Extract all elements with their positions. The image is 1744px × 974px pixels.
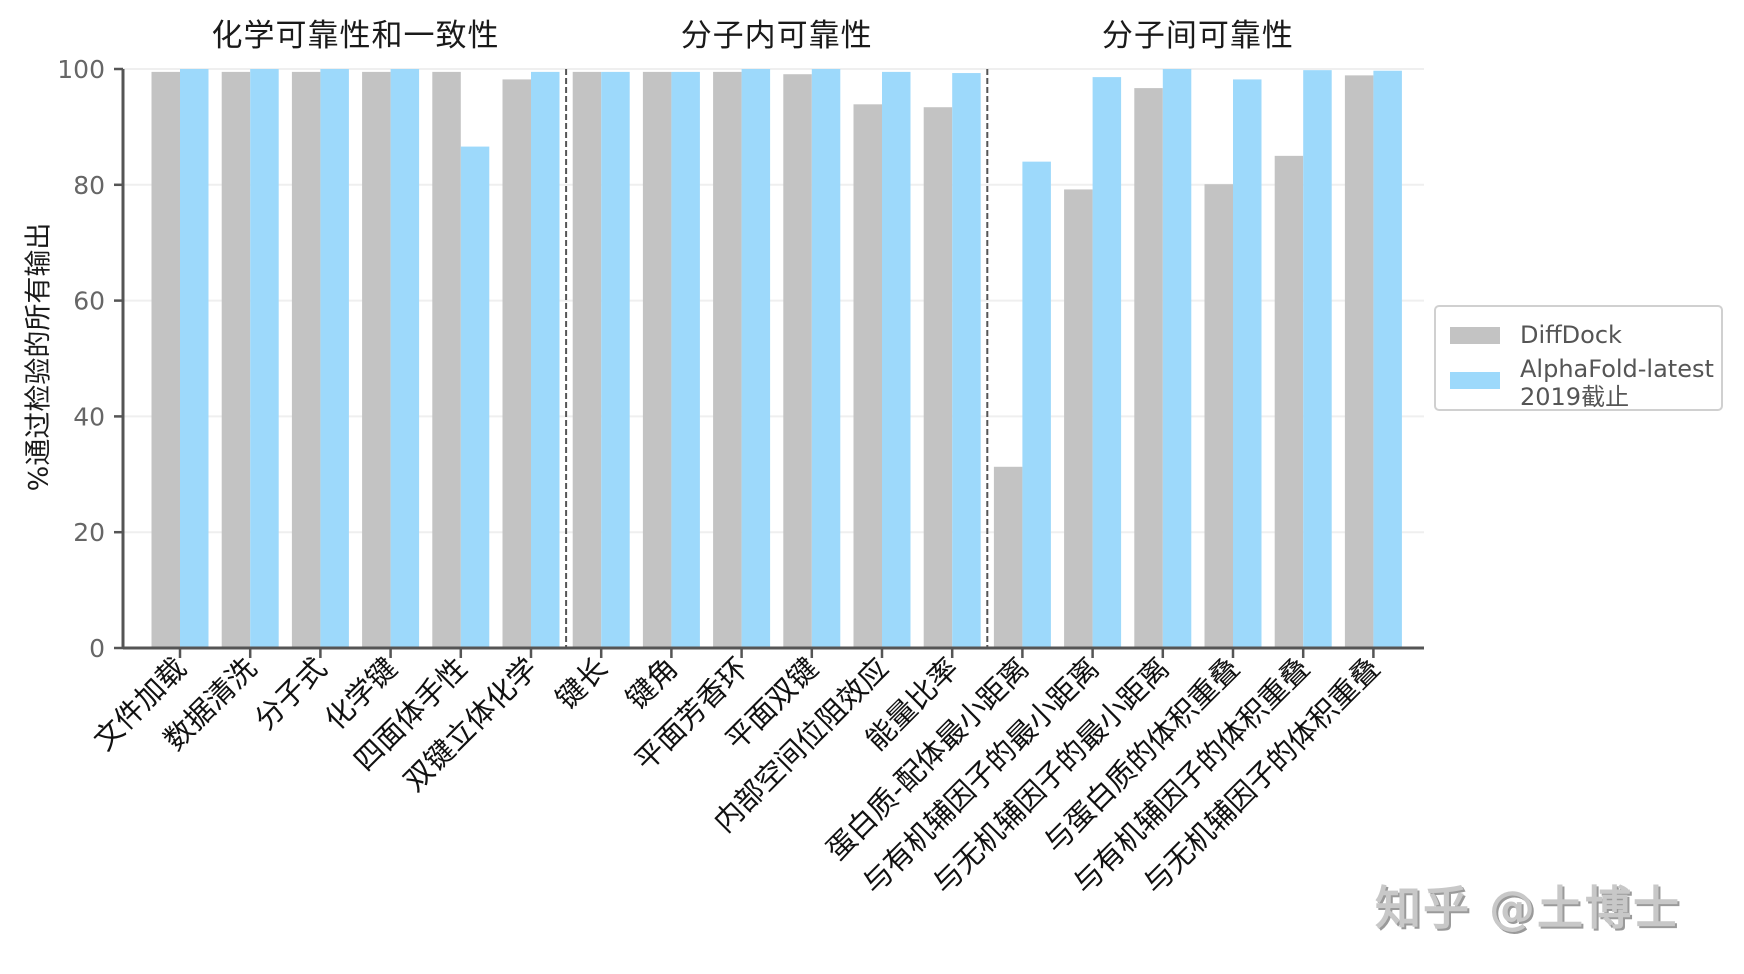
bar-alphafold bbox=[531, 71, 560, 648]
bar-alphafold bbox=[882, 71, 911, 648]
bars bbox=[151, 69, 1402, 649]
legend-label-diffdock: DiffDock bbox=[1520, 321, 1622, 349]
bar-alphafold bbox=[1022, 161, 1051, 648]
bar-diffdock bbox=[502, 79, 531, 648]
bar-alphafold bbox=[180, 69, 209, 648]
bar-diffdock bbox=[853, 104, 882, 649]
bar-alphafold bbox=[390, 69, 420, 648]
legend-swatch-diffdock bbox=[1450, 327, 1500, 344]
bar-alphafold bbox=[952, 73, 981, 649]
bar-alphafold bbox=[1233, 79, 1262, 648]
bar-diffdock bbox=[1274, 155, 1304, 648]
y-axis-label: %通过检验的所有输出 bbox=[23, 222, 55, 492]
bar-alphafold bbox=[601, 71, 630, 648]
bar-diffdock bbox=[362, 71, 391, 648]
bar-diffdock bbox=[151, 71, 180, 648]
bar-alphafold bbox=[811, 69, 841, 648]
bar-alphafold bbox=[671, 71, 700, 648]
watermark: 知乎 @土博士 bbox=[1375, 881, 1682, 935]
y-tick-label: 60 bbox=[73, 287, 105, 316]
group-title: 化学可靠性和一致性 bbox=[211, 18, 500, 54]
bar-alphafold bbox=[1162, 69, 1192, 648]
y-tick-label: 80 bbox=[73, 171, 105, 200]
bar-diffdock bbox=[1064, 189, 1093, 648]
legend: DiffDock AlphaFold-latest 2019截止 bbox=[1434, 305, 1723, 411]
bar-alphafold bbox=[741, 69, 771, 648]
y-tick-label: 20 bbox=[73, 518, 105, 547]
bar-diffdock bbox=[1134, 88, 1163, 649]
group-title: 分子间可靠性 bbox=[1101, 18, 1294, 54]
bar-diffdock bbox=[713, 71, 742, 648]
y-tick-label: 100 bbox=[57, 55, 105, 84]
x-tick-label: 分子式 bbox=[248, 651, 334, 737]
group-dividers bbox=[565, 69, 989, 648]
legend-label-alphafold-line2: 2019截止 bbox=[1520, 383, 1630, 411]
bar-alphafold bbox=[1373, 70, 1402, 648]
bar-diffdock bbox=[291, 71, 321, 648]
legend-swatch-alphafold bbox=[1450, 372, 1500, 389]
legend-label-alphafold: AlphaFold-latest 2019截止 bbox=[1520, 355, 1714, 411]
bar-alphafold bbox=[320, 69, 349, 648]
bar-alphafold bbox=[460, 146, 490, 648]
bar-diffdock bbox=[923, 107, 953, 649]
y-tick-label: 0 bbox=[89, 634, 105, 663]
bar-diffdock bbox=[1344, 75, 1374, 648]
bar-diffdock bbox=[783, 74, 812, 648]
bar-diffdock bbox=[572, 71, 602, 648]
bar-alphafold bbox=[1092, 77, 1122, 648]
bar-alphafold bbox=[250, 69, 279, 648]
axes bbox=[121, 69, 1424, 650]
bar-diffdock bbox=[1204, 184, 1233, 648]
y-ticks: 0 20 40 60 80 100 bbox=[57, 55, 123, 663]
x-tick-label: 键长 bbox=[549, 651, 614, 716]
y-tick-label: 40 bbox=[73, 402, 105, 431]
group-title: 分子内可靠性 bbox=[680, 18, 873, 54]
bar-diffdock bbox=[642, 71, 672, 648]
bar-diffdock bbox=[993, 466, 1023, 648]
legend-label-alphafold-line1: AlphaFold-latest bbox=[1520, 355, 1714, 383]
bar-diffdock bbox=[432, 71, 461, 648]
bar-diffdock bbox=[221, 71, 251, 648]
bar-alphafold bbox=[1303, 70, 1332, 648]
